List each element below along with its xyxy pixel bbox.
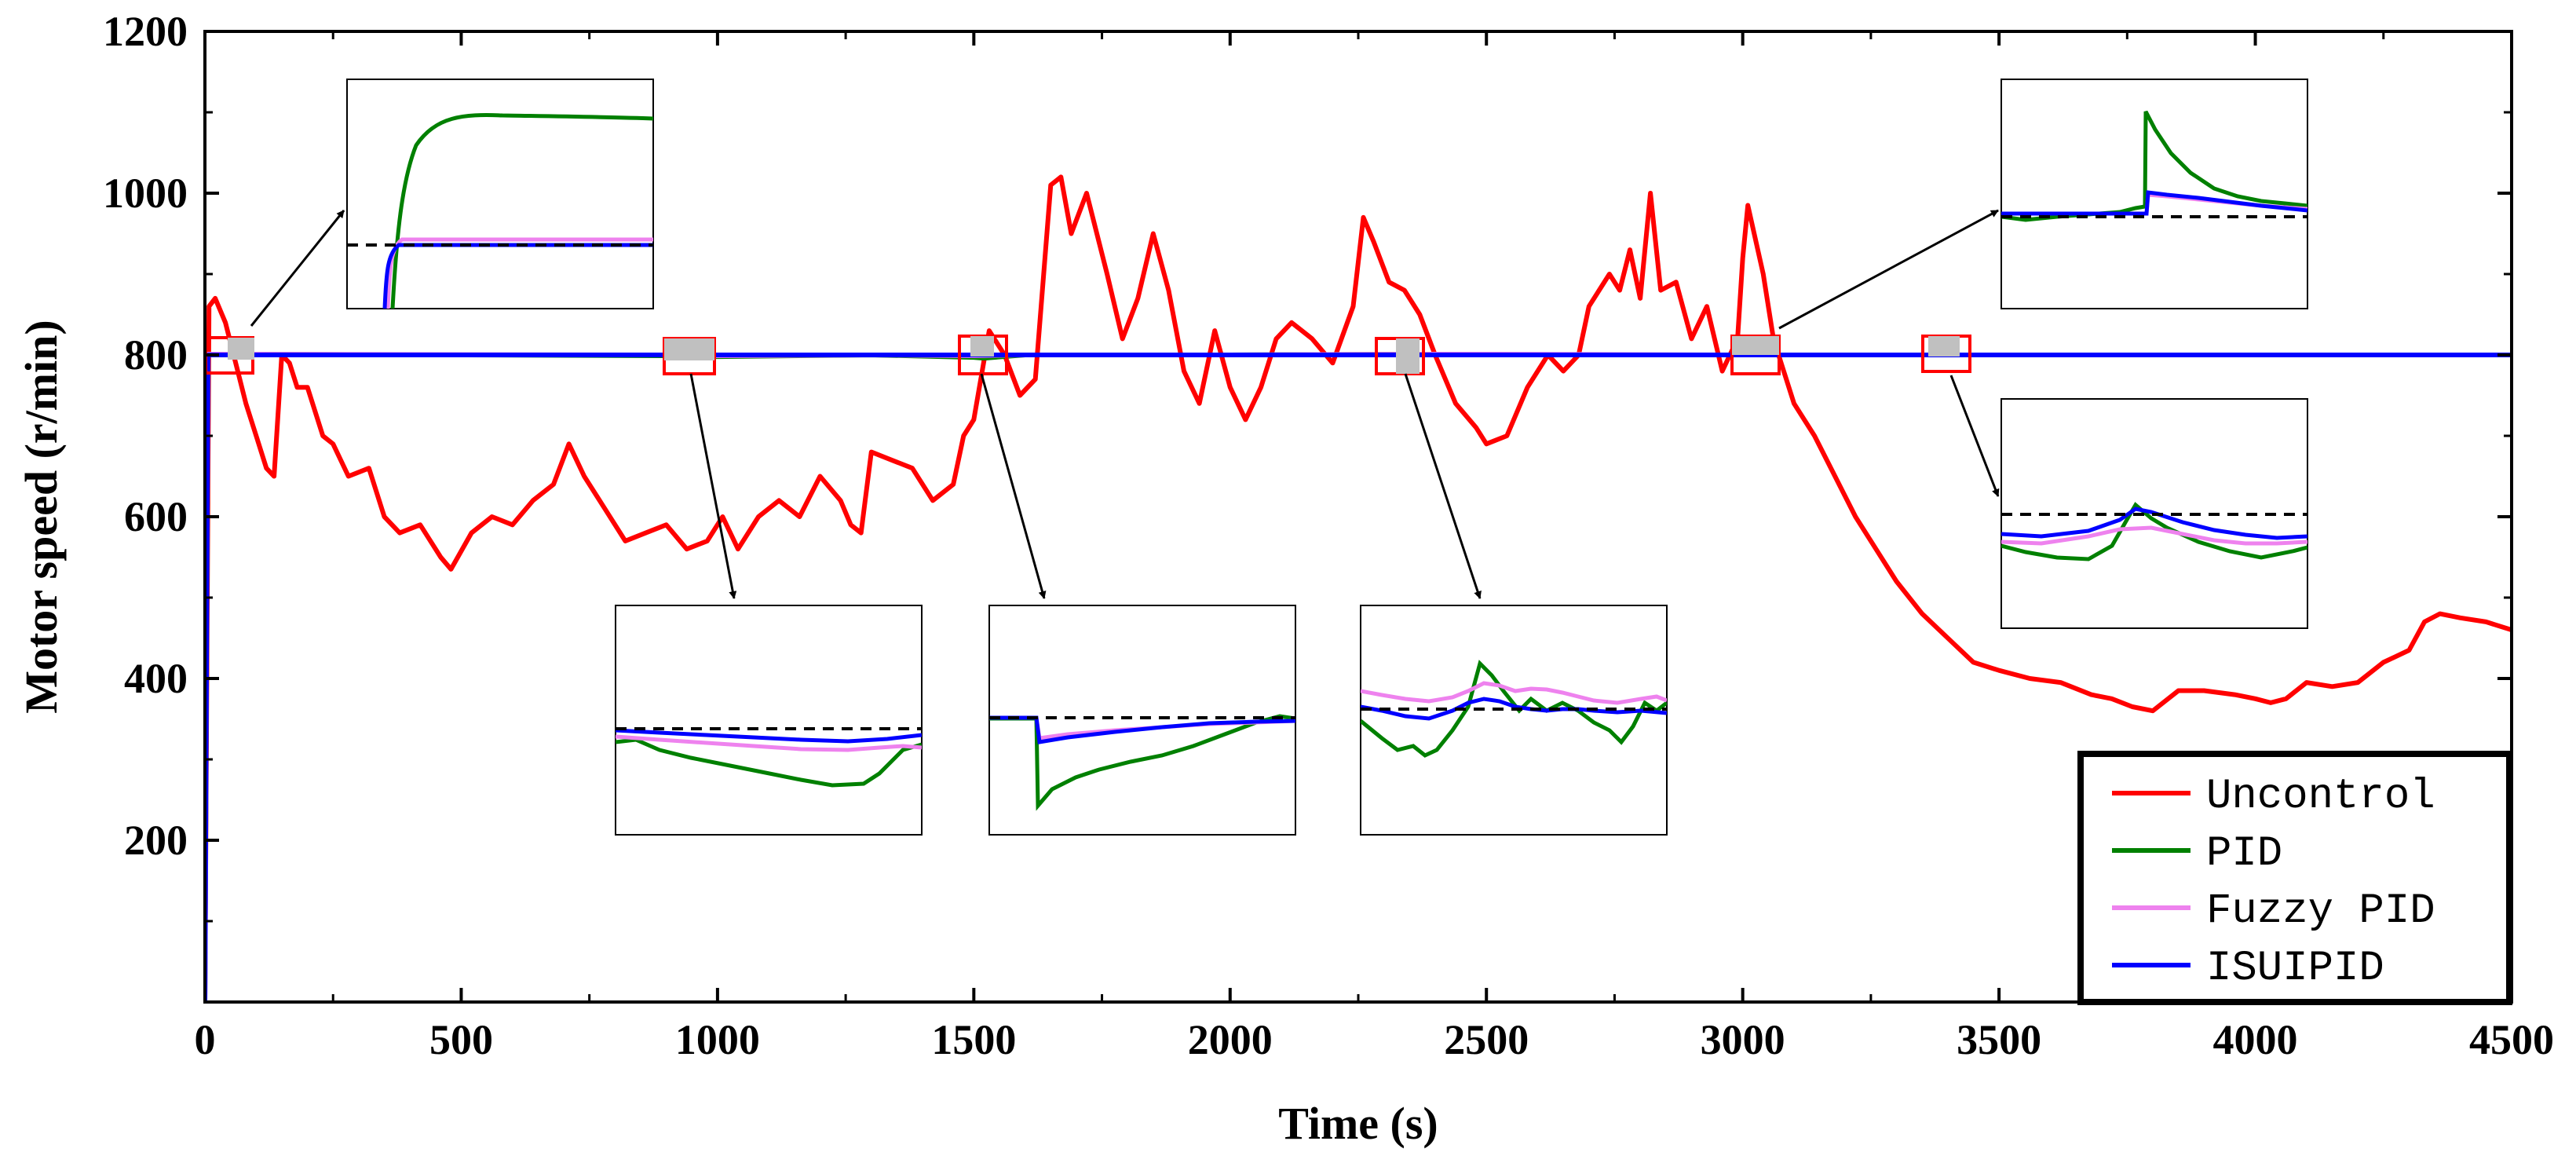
zoom-marker-startup-fill — [228, 338, 254, 360]
y-tick-label: 400 — [124, 655, 188, 702]
legend-label-pid: PID — [2206, 830, 2282, 878]
arrow-3400s — [1949, 375, 2000, 497]
inset-pid-line — [616, 737, 922, 788]
inset-pid-line — [390, 113, 653, 309]
zoom-inset-3000s — [2001, 79, 2308, 309]
zoom-marker-3400s-fill — [1928, 336, 1960, 357]
x-tick-label: 2500 — [1444, 1016, 1529, 1063]
inset-frame — [1360, 605, 1668, 836]
zoom-inset-startup — [346, 79, 654, 309]
arrow-2300s — [1404, 373, 1482, 599]
zoom-marker-1000s-fill — [664, 338, 714, 360]
x-tick-label: 1000 — [675, 1016, 760, 1063]
inset-isuipid-line — [2001, 190, 2307, 216]
y-tick-label: 200 — [124, 817, 188, 864]
inset-isuipid-line — [382, 243, 653, 309]
x-tick-label: 3000 — [1701, 1016, 1785, 1063]
zoom-marker-1500s-fill — [970, 336, 994, 357]
x-axis-title: Time (s) — [1278, 1098, 1438, 1149]
inset-isuipid-line — [989, 715, 1295, 744]
y-tick-label: 1000 — [103, 170, 188, 217]
y-tick-label: 800 — [124, 331, 188, 379]
zoom-marker-2300s-fill — [1396, 338, 1420, 374]
arrow-1500s — [980, 373, 1047, 599]
inset-fuzzy-line — [616, 734, 922, 752]
legend-label-uncontrol: Uncontrol — [2206, 773, 2435, 821]
x-tick-label: 1500 — [931, 1016, 1016, 1063]
y-axis-title: Motor speed (r/min) — [16, 320, 67, 714]
legend: Uncontrol PID Fuzzy PID ISUIPID — [2077, 751, 2512, 1005]
x-tick-label: 4000 — [2213, 1016, 2298, 1063]
inset-isuipid-line — [616, 728, 922, 744]
x-tick-label: 4500 — [2469, 1016, 2554, 1063]
x-tick-label: 3500 — [1957, 1016, 2041, 1063]
inset-fuzzy-line — [2001, 525, 2307, 546]
legend-label-fuzzy-pid: Fuzzy PID — [2206, 887, 2435, 935]
arrow-1000s — [689, 373, 737, 599]
zoom-inset-2300s — [1360, 605, 1668, 836]
inset-isuipid-line — [2001, 507, 2307, 540]
x-tick-label: 500 — [429, 1016, 493, 1063]
y-tick-label: 1200 — [103, 8, 188, 55]
zoom-marker-3000s-fill — [1732, 336, 1779, 355]
zoom-inset-1000s — [615, 605, 923, 836]
zoom-markers — [204, 335, 1971, 375]
y-tick-label: 600 — [124, 493, 188, 540]
inset-fuzzy-line — [1361, 681, 1667, 705]
x-tick-label: 0 — [195, 1016, 216, 1063]
zoom-inset-3400s — [2001, 398, 2308, 629]
x-tick-label: 2000 — [1188, 1016, 1273, 1063]
series-line-uncontrol — [205, 174, 2512, 1002]
zoom-arrows — [250, 209, 2000, 599]
inset-frame — [615, 605, 923, 836]
inset-isuipid-line — [1361, 697, 1667, 721]
arrow-startup — [250, 210, 345, 327]
zoom-inset-1500s — [988, 605, 1296, 836]
arrow-3000s — [1778, 209, 1999, 330]
legend-label-isuipid: ISUIPID — [2206, 945, 2384, 993]
